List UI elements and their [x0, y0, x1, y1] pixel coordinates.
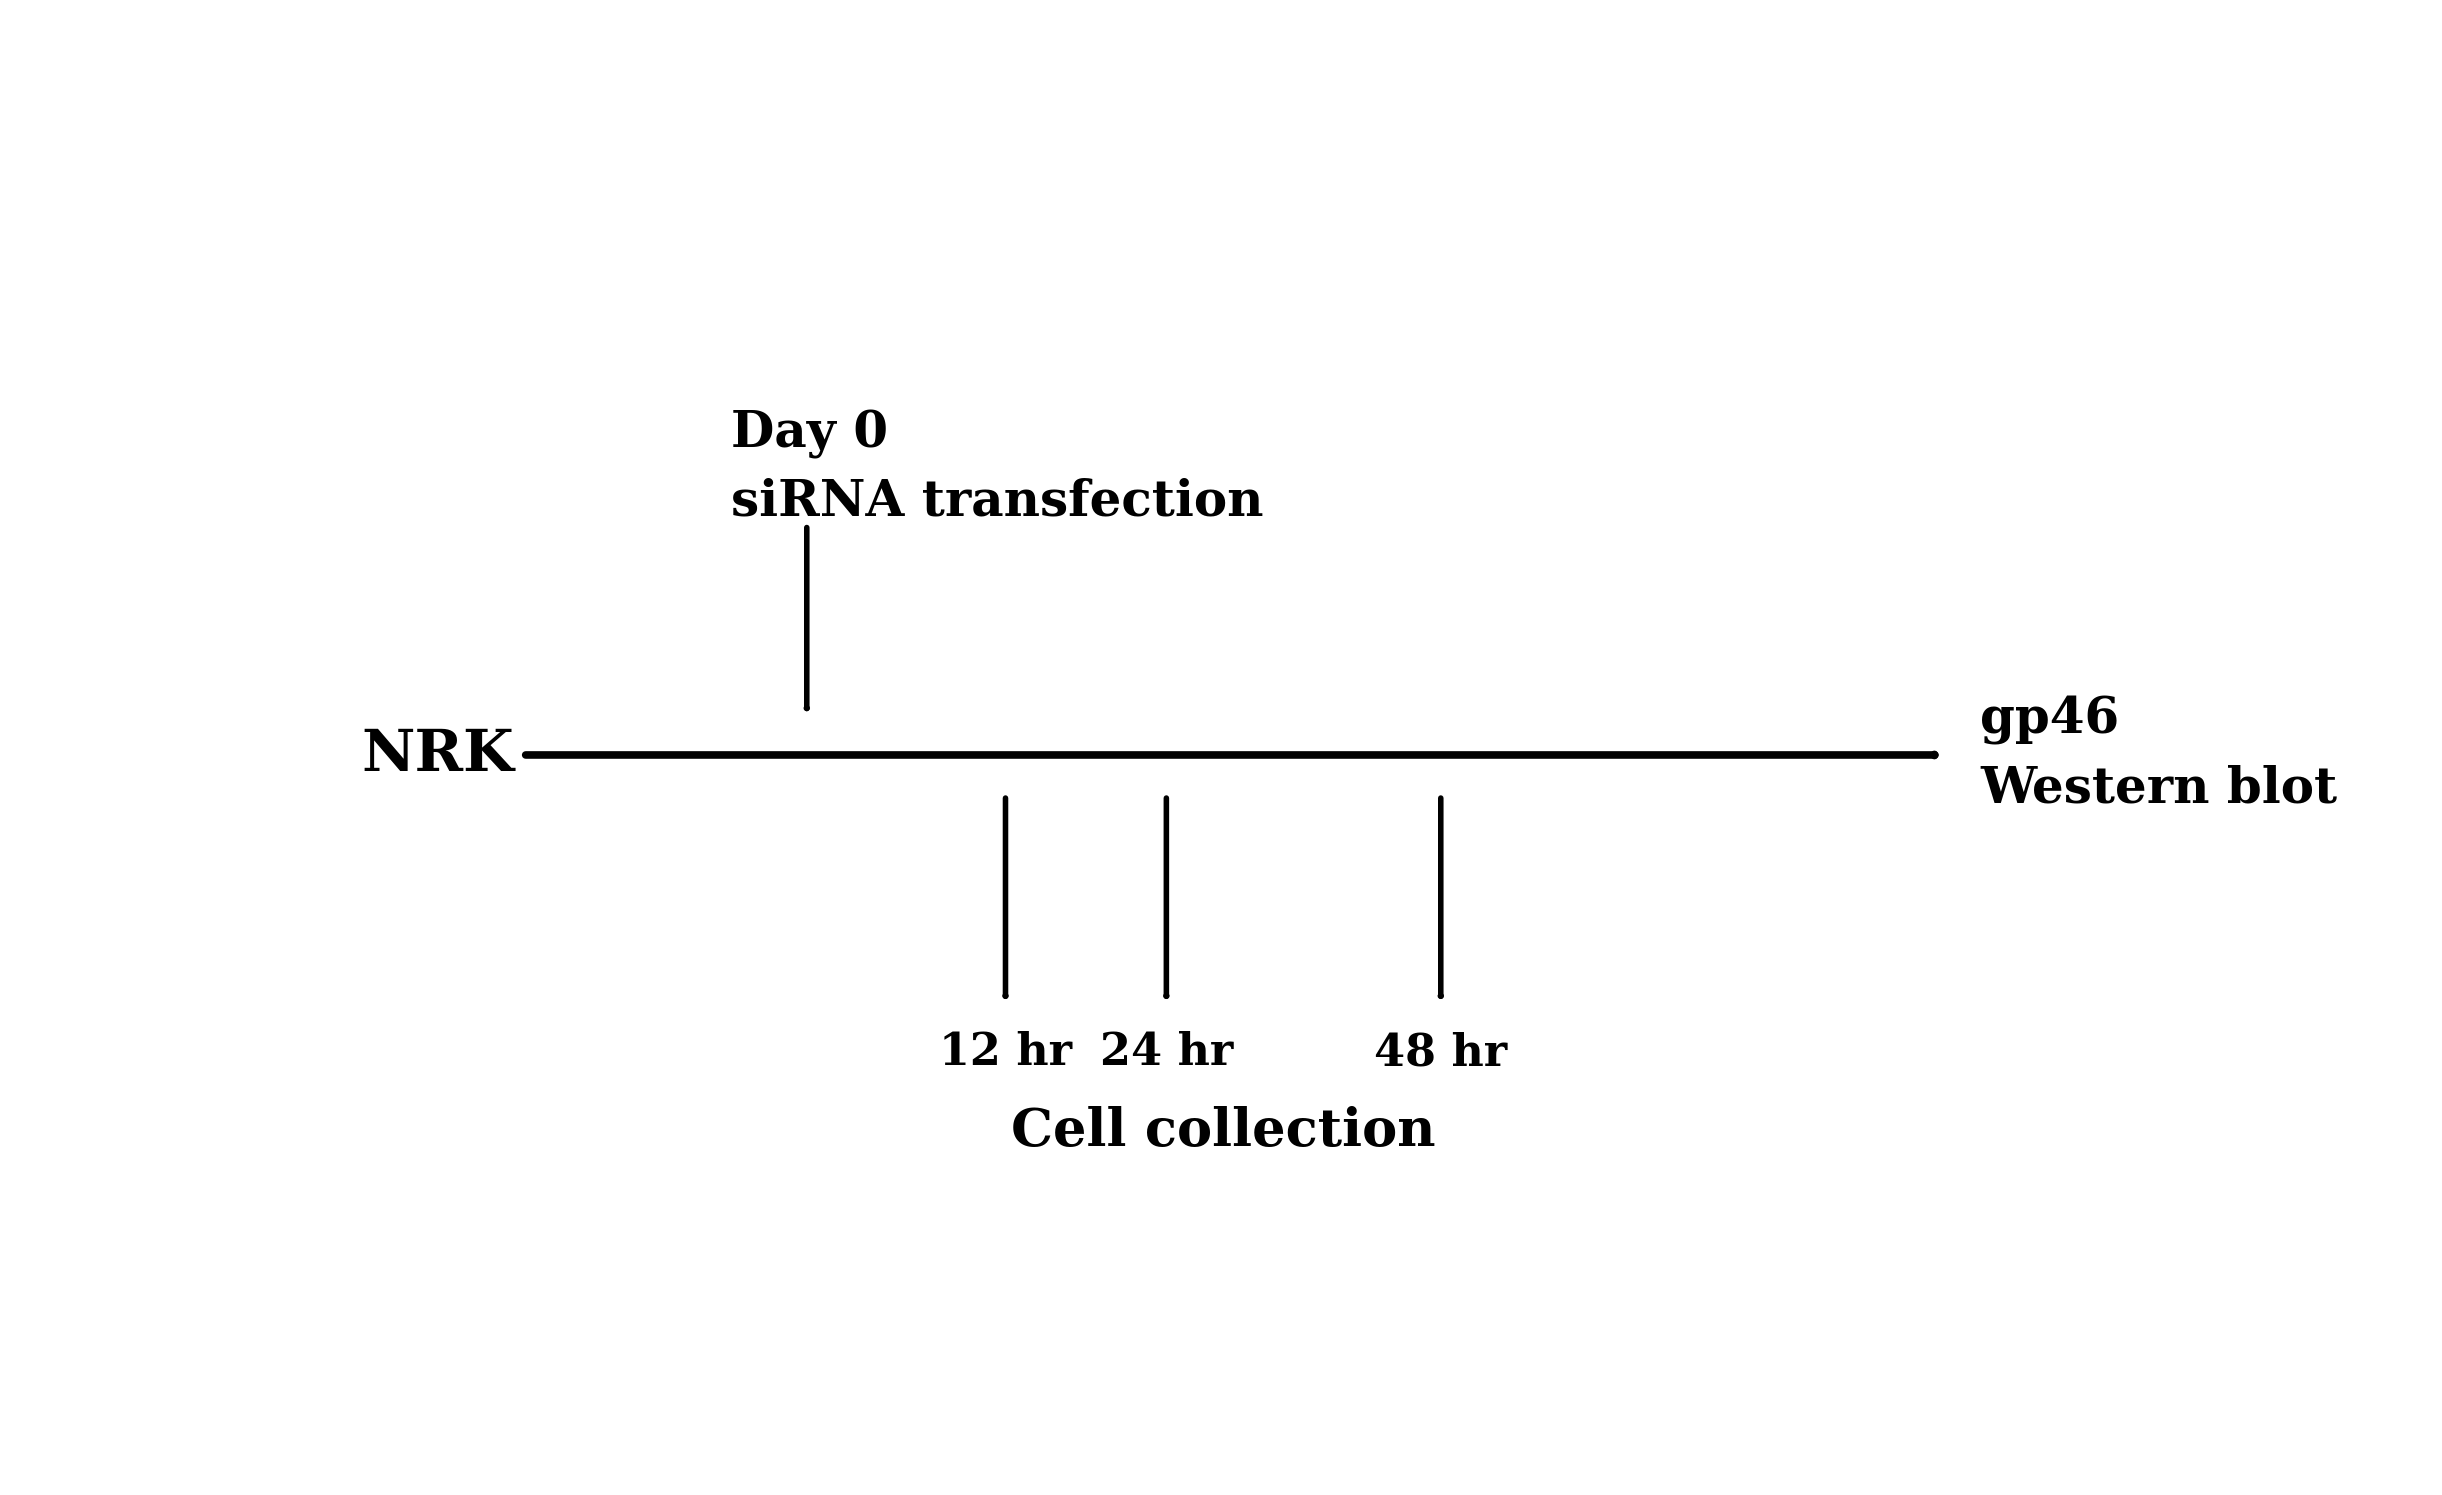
Text: Day 0
siRNA transfection: Day 0 siRNA transfection — [730, 410, 1263, 526]
Text: 48 hr: 48 hr — [1375, 1032, 1507, 1075]
Text: 12 hr: 12 hr — [940, 1032, 1072, 1075]
Text: 24 hr: 24 hr — [1099, 1032, 1233, 1075]
Text: gp46
Western blot: gp46 Western blot — [1980, 697, 2337, 813]
Text: Cell collection: Cell collection — [1011, 1106, 1436, 1157]
Text: NRK: NRK — [361, 727, 515, 783]
